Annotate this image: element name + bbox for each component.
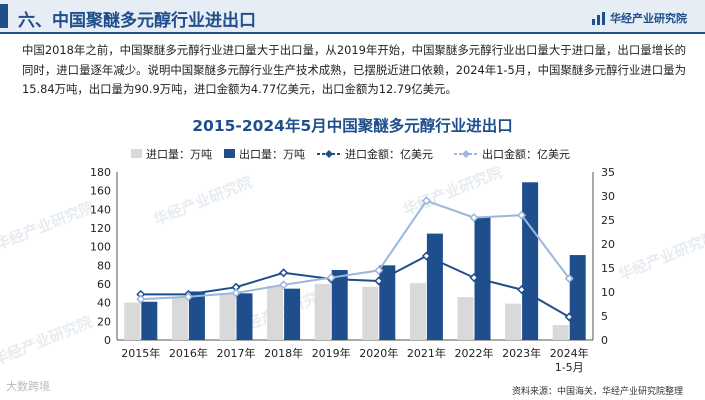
export-value-line [140,199,570,301]
section-title: 六、中国聚醚多元醇行业进出口 [18,11,256,31]
x-tick-label: 2019年 [312,346,351,360]
import-volume-bar [219,294,236,340]
export-volume-bar [284,288,301,340]
x-tick-label: 2023年 [502,346,541,360]
export-volume-bar [379,265,396,340]
import-value-point [279,268,289,278]
export-value-point [421,196,431,206]
export-volume-bar [426,233,443,340]
legend-label: 出口量：万吨 [239,147,305,161]
brand-name: 华经产业研究院 [610,12,687,25]
import-volume-bar [362,286,379,340]
y-right-tick-label: 35 [601,166,615,179]
export-value-point [469,213,479,223]
y-left-tick-label: 160 [90,185,111,198]
legend-item: 进口量：万吨 [131,148,212,161]
import-volume-bar [457,297,474,340]
legend-item: 进口金额：亿美元 [317,147,433,161]
source-note: 资料来源：中国海关，华经产业研究院整理 [511,387,683,397]
bar-chart-icon [592,11,605,25]
import-volume-bar [171,297,188,340]
legend-swatch [131,149,142,158]
y-left-tick-label: 100 [90,241,111,254]
export-value-point [326,273,336,283]
import-volume-bar [409,283,426,340]
y-right-tick-label: 30 [601,190,615,203]
export-volume-bar [474,216,491,340]
import-value-line [140,254,570,318]
legend-marker [325,150,333,158]
export-volume-bar [141,301,158,340]
y-right-tick-label: 25 [601,214,615,227]
legend-label: 进口金额：亿美元 [345,147,433,161]
y-left-tick-label: 80 [97,259,111,272]
export-value-point [183,292,193,302]
x-tick-label: 2017年 [217,346,256,360]
x-tick-label: 2018年 [264,346,303,360]
header-accent [0,4,8,28]
export-value-point [231,288,241,298]
header-bar: 六、中国聚醚多元醇行业进出口 华经产业研究院 [0,0,705,34]
y-left-tick-label: 140 [90,203,111,216]
import-volume-bar [505,303,522,340]
export-value-point [136,294,146,304]
export-value-point [374,265,384,275]
export-value-point [279,280,289,290]
import-value-point [374,276,384,286]
y-right-tick-label: 15 [601,262,615,275]
legend-label: 进口量：万吨 [146,148,212,161]
chart-title: 2015-2024年5月中国聚醚多元醇行业进出口 [192,117,513,135]
import-value-point [564,312,574,322]
y-right-tick-label: 20 [601,238,615,251]
legend-label: 出口金额：亿美元 [482,147,570,161]
legend-item: 出口金额：亿美元 [454,147,570,161]
export-volume-bar [236,293,253,340]
y-left-tick-label: 120 [90,222,111,235]
import-value-point [421,251,431,261]
export-volume-bar [569,255,586,340]
import-value-point [469,273,479,283]
x-tick-label: 2022年 [455,346,494,360]
brand: 华经产业研究院 [592,10,687,26]
import-volume-bar [552,325,569,340]
x-tick-label: 2020年 [359,346,398,360]
import-volume-bar [267,285,284,340]
intro-paragraph: 中国2018年之前，中国聚醚多元醇行业进口量大于出口量，从2019年开始，中国聚… [22,43,686,96]
import-volume-bar [314,284,331,340]
x-tick-label: 2015年 [121,346,160,360]
import-volume-bar [124,302,141,340]
export-volume-bar [188,291,205,340]
legend-item: 出口量：万吨 [224,147,305,161]
y-left-tick-label: 20 [97,315,111,328]
import-value-point [517,285,527,295]
y-right-tick-label: 10 [601,286,615,299]
x-tick-label: 2016年 [169,346,208,360]
x-tick-label: 2021年 [407,346,446,360]
legend-swatch [224,149,235,158]
corner-watermark: 大数跨境 [6,380,50,393]
y-left-tick-label: 60 [97,278,111,291]
y-right-tick-label: 5 [601,310,608,323]
x-tick-label: 2024年 1-5月 [550,346,589,374]
y-left-tick-label: 40 [97,297,111,310]
y-left-tick-label: 0 [104,334,111,347]
y-left-tick-label: 180 [90,166,111,179]
legend-marker [462,150,470,158]
y-right-tick-label: 0 [601,334,608,347]
export-volume-bar [522,182,539,340]
export-value-point [564,273,574,284]
export-volume-bar [331,270,348,340]
export-value-point [517,210,527,220]
